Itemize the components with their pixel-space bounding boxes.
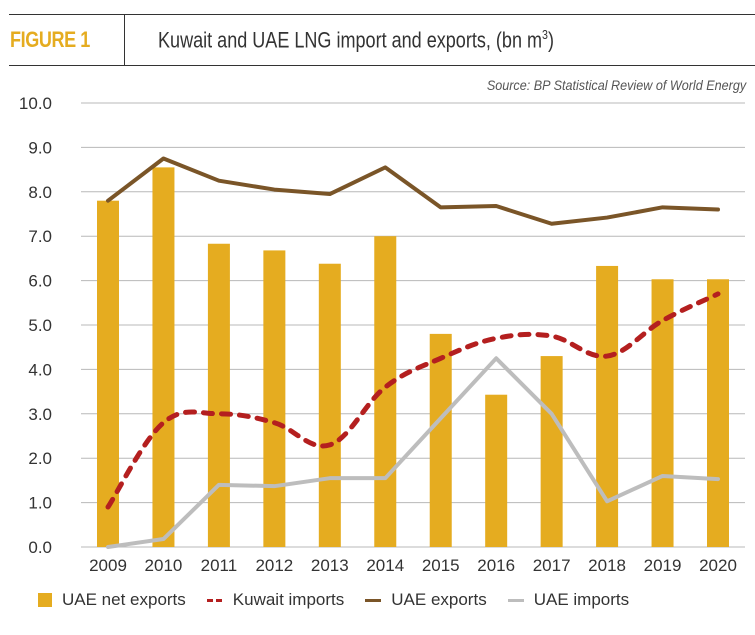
legend-label: UAE imports: [533, 590, 630, 609]
legend-item-uae-exports: UAE exports: [365, 590, 487, 610]
chart-title-text: Kuwait and UAE LNG import and exports, (…: [158, 27, 543, 53]
y-tick-label: 1.0: [28, 494, 52, 513]
y-tick-label: 7.0: [28, 227, 52, 246]
x-tick-label: 2011: [201, 556, 238, 575]
y-tick-label: 8.0: [28, 183, 52, 202]
legend-label: UAE net exports: [62, 590, 186, 609]
x-tick-label: 2020: [699, 556, 737, 575]
line-uae-imports: [106, 356, 720, 549]
legend-label: UAE exports: [391, 590, 487, 609]
header-rule-bottom: [9, 65, 755, 66]
gridlines: [81, 102, 745, 548]
x-tick-label: 2019: [644, 556, 682, 575]
legend-item-kuwait-imports: Kuwait imports: [206, 590, 345, 610]
bar-uae-net-exports: [152, 167, 175, 547]
x-tick-label: 2015: [422, 556, 460, 575]
source-note: Source: BP Statistical Review of World E…: [486, 77, 746, 93]
bar-uae-net-exports: [485, 394, 508, 547]
bar-uae-net-exports: [651, 279, 674, 547]
y-tick-label: 4.0: [28, 360, 52, 379]
bar-uae-net-exports: [429, 333, 452, 547]
bar-uae-net-exports: [207, 243, 230, 548]
bar-uae-net-exports: [596, 265, 619, 547]
legend-label: Kuwait imports: [232, 590, 345, 609]
legend-item-uae-imports: UAE imports: [507, 590, 630, 610]
chart-title-superscript: 3: [542, 27, 548, 42]
y-tick-label: 10.0: [19, 94, 52, 113]
x-tick-label: 2009: [89, 556, 127, 575]
y-tick-label: 2.0: [28, 449, 52, 468]
series-lines: [105, 156, 721, 549]
legend-swatch-kuwait-imports: [206, 598, 223, 602]
legend-swatch-uae-imports: [507, 598, 524, 602]
x-axis-ticks: 2009 2010 2011 2012 2013 2014 2015 2016 2017 2018…: [89, 556, 737, 575]
line-kuwait-imports: [105, 291, 721, 510]
y-tick-label: 0.0: [28, 538, 52, 557]
line-uae-exports: [106, 156, 720, 226]
legend-swatch-uae-net-exports: [38, 593, 52, 607]
y-tick-label: 5.0: [28, 316, 52, 335]
bar-uae-net-exports: [540, 356, 563, 547]
bar-uae-net-exports: [707, 279, 729, 547]
y-tick-label: 9.0: [28, 138, 52, 157]
legend: UAE net exports Kuwait imports UAE expor…: [38, 585, 650, 615]
x-tick-label: 2018: [588, 556, 626, 575]
x-tick-label: 2014: [366, 556, 404, 575]
bar-uae-net-exports: [263, 250, 286, 547]
x-tick-label: 2013: [311, 556, 349, 575]
x-tick-label: 2010: [145, 556, 183, 575]
legend-swatch-uae-exports: [365, 598, 382, 602]
y-tick-label: 3.0: [28, 405, 52, 424]
header-separator: [124, 14, 125, 66]
bar-uae-net-exports: [318, 263, 341, 547]
bar-uae-net-exports: [97, 200, 119, 547]
legend-item-uae-net-exports: UAE net exports: [38, 590, 186, 610]
y-axis-ticks: 0.0 1.0 2.0 3.0 4.0 5.0 6.0 7.0 8.0 9.0 10.0: [19, 94, 52, 557]
chart-title-suffix: ): [547, 27, 554, 53]
header-rule-top: [9, 14, 755, 15]
chart-title: Kuwait and UAE LNG import and exports, (…: [158, 27, 554, 53]
y-tick-label: 6.0: [28, 272, 52, 291]
figure-label: FIGURE 1: [10, 27, 90, 52]
x-tick-label: 2017: [533, 556, 571, 575]
x-tick-label: 2012: [255, 556, 293, 575]
x-tick-label: 2016: [477, 556, 515, 575]
